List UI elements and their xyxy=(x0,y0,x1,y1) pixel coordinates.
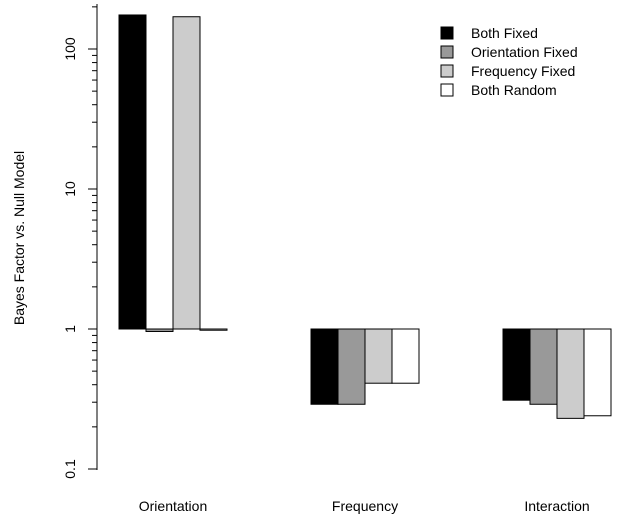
bar-frequency-orientation-fixed xyxy=(337,328,366,405)
legend-swatch xyxy=(440,83,454,97)
legend-entry: Frequency Fixed xyxy=(471,63,575,79)
y-tick-label: 0.1 xyxy=(62,459,78,479)
category-label: Orientation xyxy=(139,498,207,514)
y-axis-label: Bayes Factor vs. Null Model xyxy=(11,151,27,325)
legend-entry: Both Fixed xyxy=(471,25,538,41)
y-tick-label: 10 xyxy=(62,181,78,197)
bar-orientation-both-random xyxy=(199,328,228,331)
bar-orientation-orientation-fixed xyxy=(145,328,174,332)
bar-interaction-orientation-fixed xyxy=(529,328,558,405)
y-tick-label: 100 xyxy=(62,37,78,61)
bars xyxy=(118,14,612,419)
legend: Both Fixed Orientation Fixed Frequency Fix… xyxy=(440,25,578,98)
y-axis: 0.1 1 10 100 xyxy=(62,4,98,479)
bar-interaction-both-random xyxy=(583,328,612,417)
category-label: Interaction xyxy=(524,498,589,514)
y-tick-label: 1 xyxy=(62,325,78,333)
bar-frequency-both-fixed xyxy=(310,328,339,405)
legend-entry: Both Random xyxy=(471,82,557,98)
category-label: Frequency xyxy=(332,498,398,514)
bar-frequency-frequency-fixed xyxy=(364,328,393,384)
bar-interaction-both-fixed xyxy=(502,328,531,401)
legend-swatch xyxy=(440,45,454,59)
bar-orientation-both-fixed xyxy=(118,14,147,330)
category-labels: Orientation Frequency Interaction xyxy=(139,498,590,514)
legend-swatch xyxy=(440,64,454,78)
legend-entry: Orientation Fixed xyxy=(471,44,578,60)
bar-orientation-frequency-fixed xyxy=(172,16,201,330)
legend-swatch xyxy=(440,26,454,40)
bar-frequency-both-random xyxy=(391,328,420,384)
bar-interaction-frequency-fixed xyxy=(556,328,585,419)
